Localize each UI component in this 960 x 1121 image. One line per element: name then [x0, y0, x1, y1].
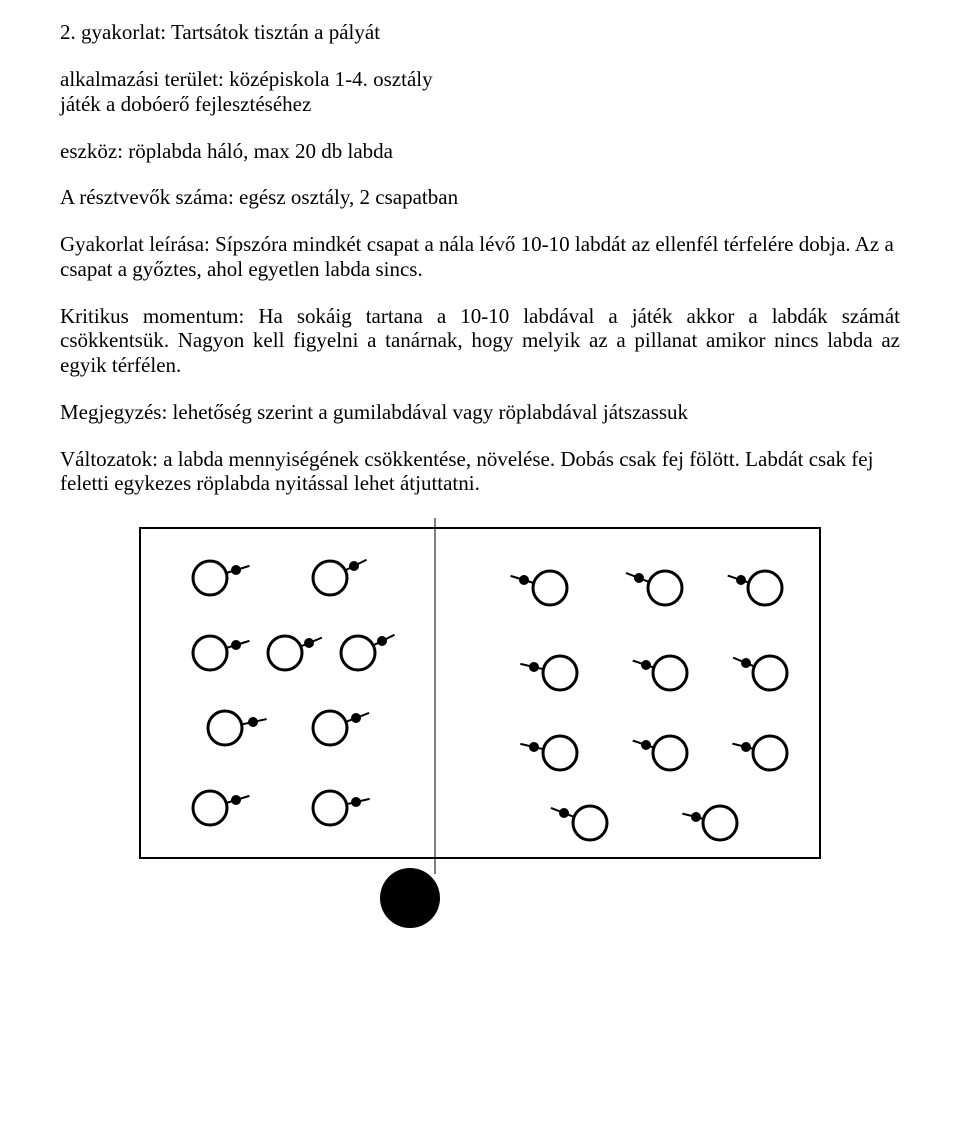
note: Megjegyzés: lehetőség szerint a gumilabd…	[60, 400, 900, 425]
critical-moment: Kritikus momentum: Ha sokáig tartana a 1…	[60, 304, 900, 378]
page: 2. gyakorlat: Tartsátok tisztán a pályát…	[0, 0, 960, 1121]
participants: A résztvevők száma: egész osztály, 2 csa…	[60, 185, 900, 210]
exercise-description: Gyakorlat leírása: Sípszóra mindkét csap…	[60, 232, 900, 282]
exercise-title: 2. gyakorlat: Tartsátok tisztán a pályát	[60, 20, 900, 45]
variations: Változatok: a labda mennyiségének csökke…	[60, 447, 900, 497]
court-svg	[120, 518, 840, 928]
equipment: eszköz: röplabda háló, max 20 db labda	[60, 139, 900, 164]
application-area: alkalmazási terület: középiskola 1-4. os…	[60, 67, 900, 117]
court-diagram	[120, 518, 900, 928]
